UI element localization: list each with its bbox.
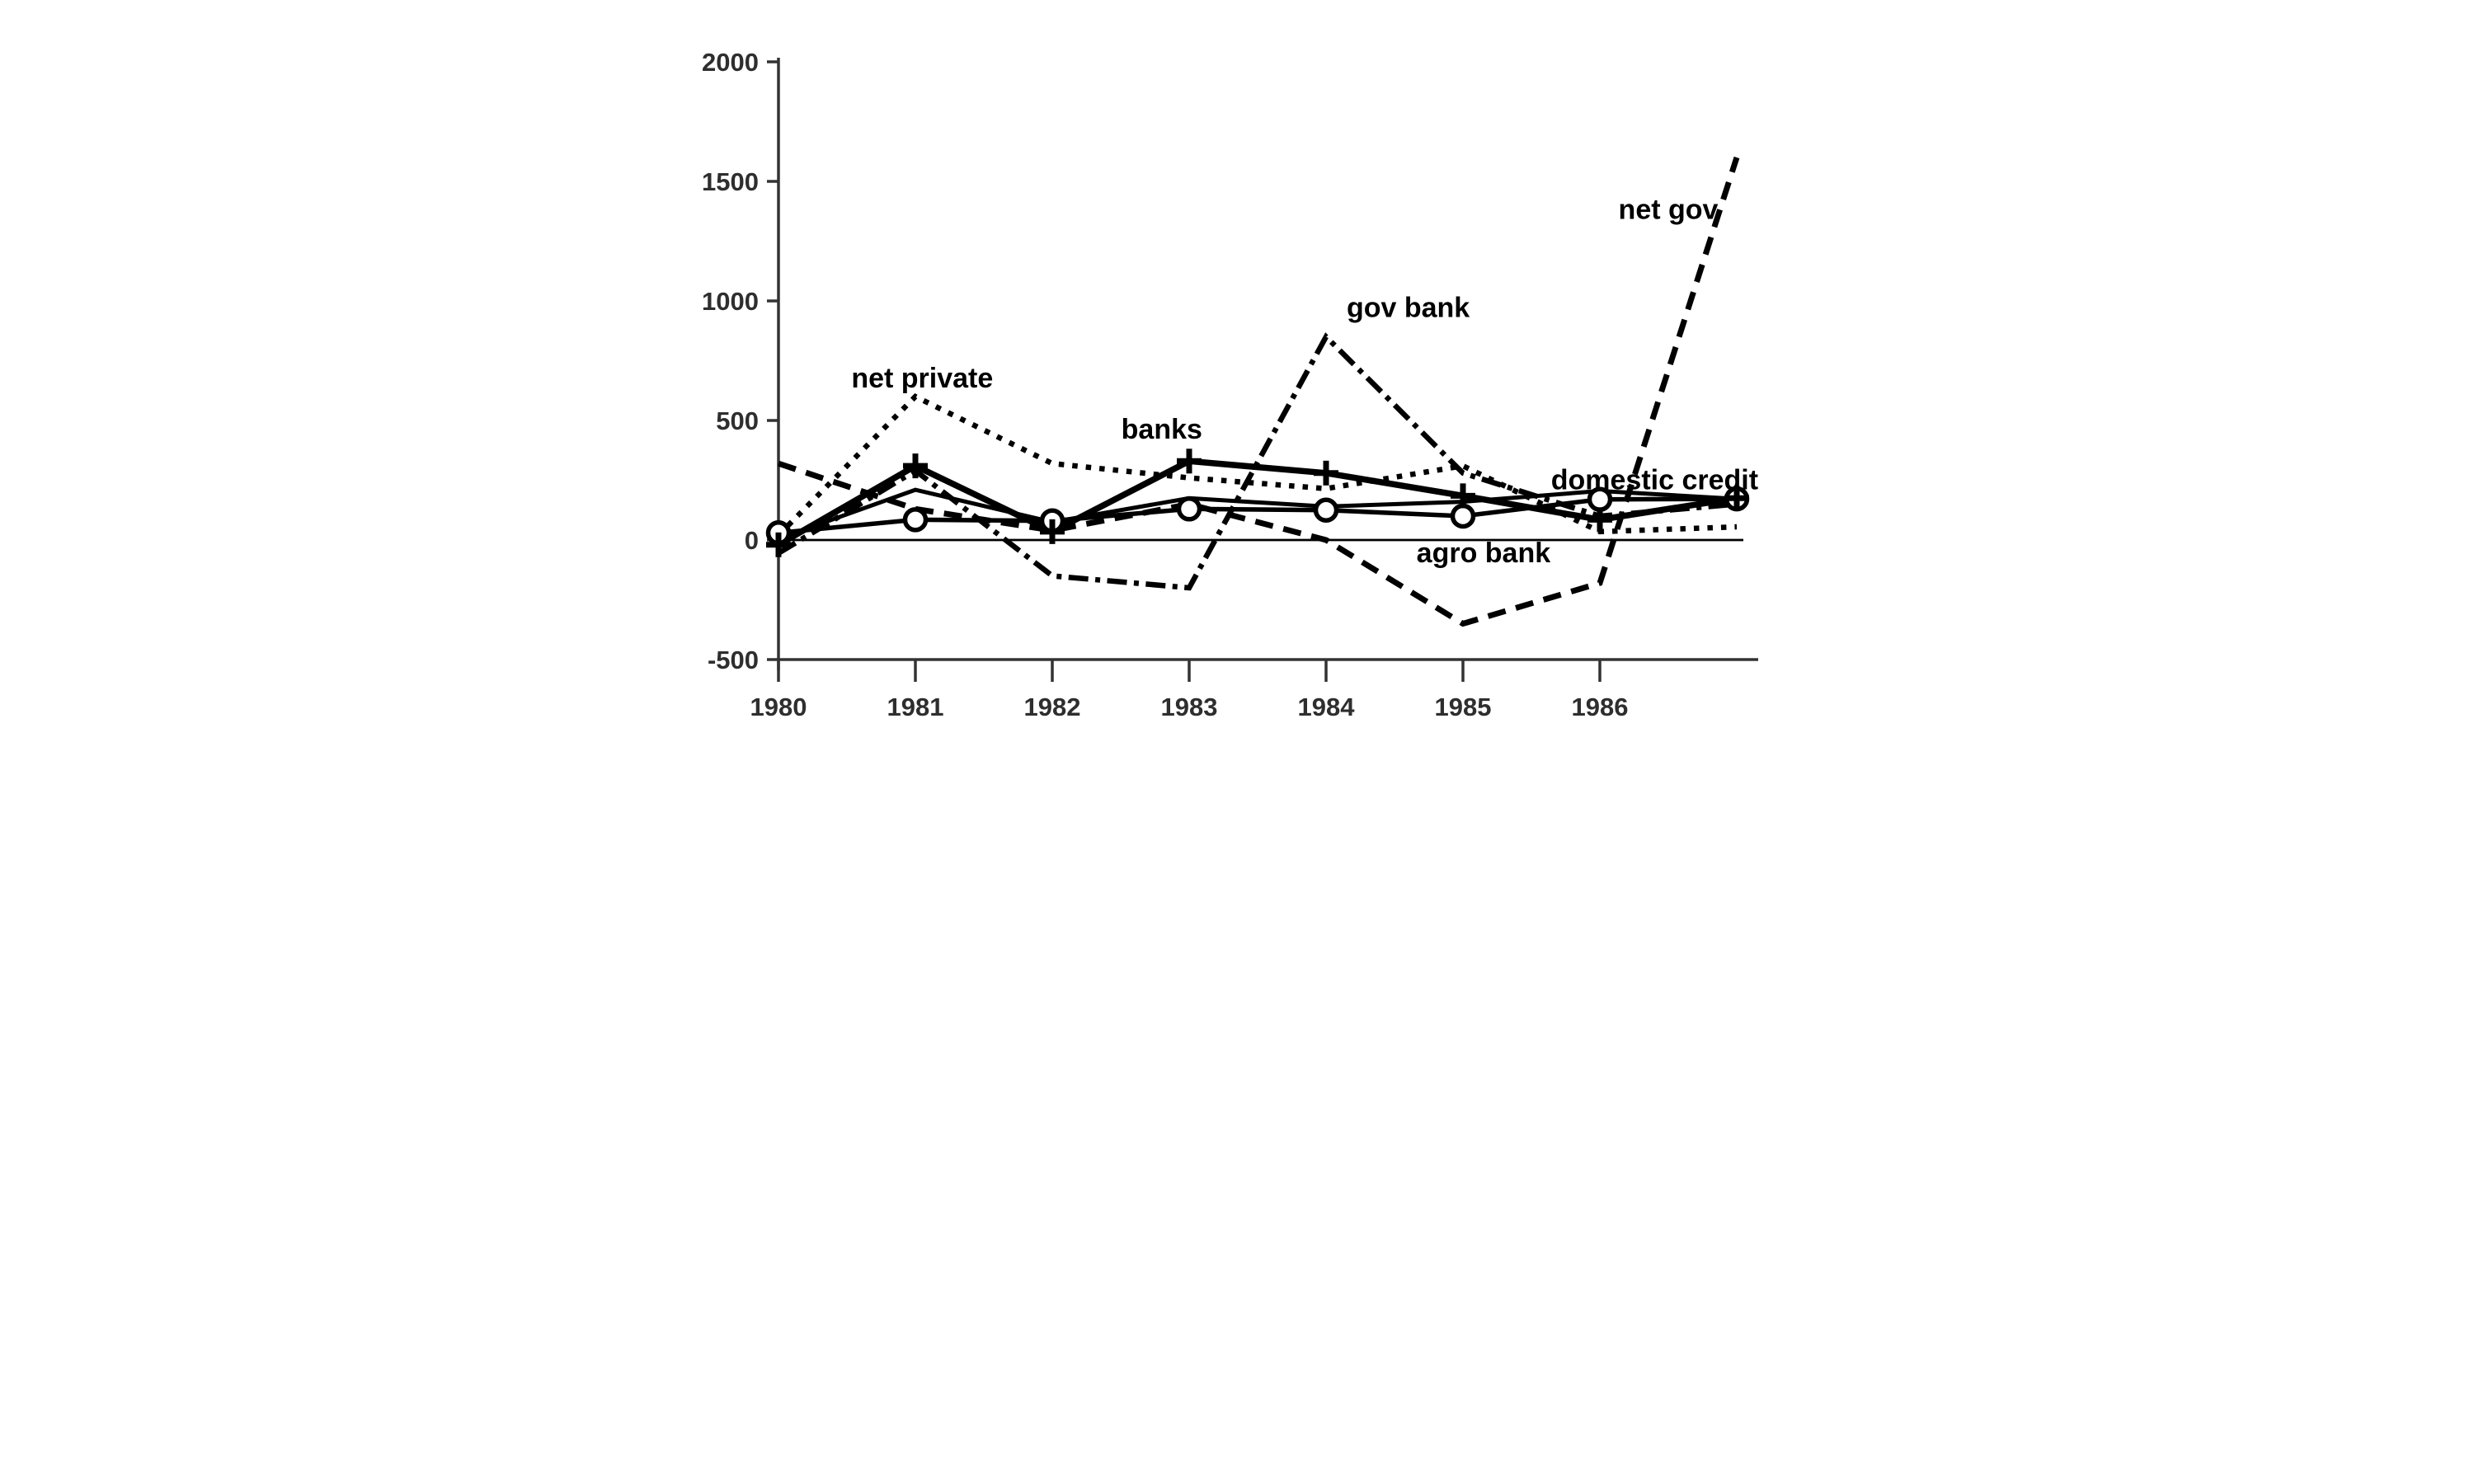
x-tick-label: 1982 [1024, 693, 1081, 721]
series-line-net_private [776, 393, 1738, 538]
chart-canvas: -500 0 500 1000 1500 2000 1980 1981 1982 1983 1984… [702, 48, 1758, 721]
x-tick-label: 1981 [887, 693, 944, 721]
series-line-agro_bank [776, 496, 1739, 536]
series-line-gov_bank [777, 332, 1738, 591]
series-label-net_private: net private [851, 363, 993, 394]
y-tick-label: 2000 [702, 48, 759, 77]
y-tick-label: 1000 [702, 287, 759, 316]
data-point-circle-marker-agro_bank [1450, 503, 1476, 529]
series-label-agro_bank: agro bank [1417, 538, 1551, 569]
series-label-gov_bank: gov bank [1347, 292, 1470, 323]
x-tick-label: 1985 [1435, 693, 1492, 721]
series-label-banks: banks [1122, 414, 1202, 445]
y-tick-label: 0 [745, 526, 759, 555]
series-line-net_gov [777, 156, 1740, 627]
series-line-domestic_credit [776, 487, 1739, 542]
x-tick-label: 1986 [1572, 693, 1629, 721]
data-point-circle-marker-agro_bank [1176, 496, 1202, 522]
y-tick-label: 500 [716, 406, 759, 435]
x-tick-label: 1983 [1161, 693, 1218, 721]
series-label-domestic_credit: domestic credit [1551, 465, 1758, 496]
x-tick-label: 1984 [1298, 693, 1356, 721]
y-tick-label: -500 [708, 646, 759, 674]
data-point-circle-marker-agro_bank [902, 507, 929, 533]
y-tick-label: 1500 [702, 167, 759, 196]
x-tick-label: 1980 [750, 693, 807, 721]
series-line-banks [775, 458, 1740, 548]
series-label-net_gov: net gov [1619, 194, 1719, 225]
line-chart-figure: -500 0 500 1000 1500 2000 1980 1981 1982 1983 1984… [618, 0, 1856, 742]
data-point-circle-marker-agro_bank [1313, 497, 1339, 523]
